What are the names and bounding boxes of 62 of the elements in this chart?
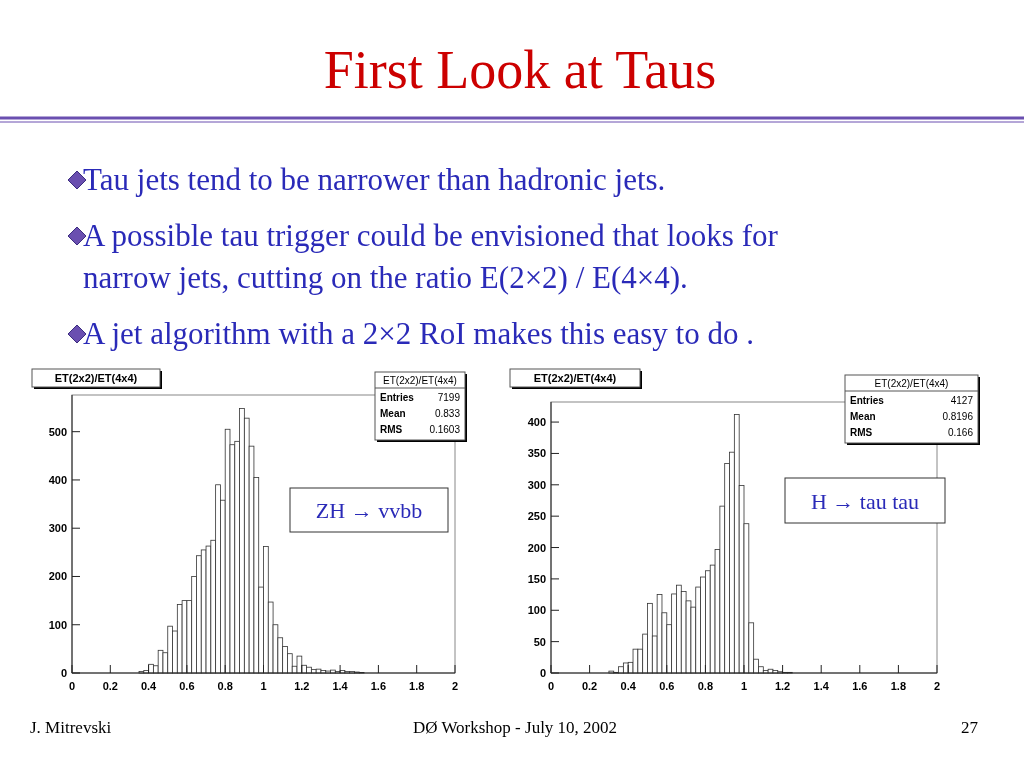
y-tick-label: 150 [527, 572, 546, 585]
y-tick-label: 350 [527, 447, 546, 460]
chart-title: ET(2x2)/ET(4x4) [533, 372, 617, 384]
x-tick-label: 1.2 [774, 680, 791, 692]
y-tick-label: 500 [48, 425, 67, 438]
y-tick-label: 400 [527, 416, 546, 429]
y-tick-label: 0 [60, 667, 67, 679]
text: First Look at Taus [323, 40, 717, 100]
annotation: RMS [380, 424, 403, 435]
y-tick-label: 100 [527, 604, 546, 617]
y-tick-label: 100 [48, 618, 67, 631]
annotation: 0.1603 [429, 424, 461, 435]
y-tick-label: 0 [539, 667, 546, 679]
text: ET(2x2)/ET(4x4) [383, 375, 457, 386]
y-tick-label: 50 [533, 635, 546, 648]
annotation: RMS [850, 427, 873, 438]
annotation: H → tau tau [810, 488, 920, 514]
x-tick-label: 0.2 [581, 680, 598, 692]
x-tick-label: 1.2 [294, 680, 310, 692]
text: J. Mitrevski [30, 718, 112, 737]
x-tick-label: 1 [740, 680, 748, 692]
x-tick-label: 1.4 [332, 680, 349, 692]
x-tick-label: 0 [547, 680, 555, 692]
x-tick-label: 0.6 [179, 680, 195, 692]
text: 27 [961, 718, 979, 737]
x-tick-label: 1.6 [370, 680, 387, 692]
annotation: 7199 [437, 392, 461, 403]
x-tick-label: 1 [260, 680, 267, 692]
y-tick-label: 250 [527, 510, 546, 523]
y-tick-label: 300 [527, 478, 546, 491]
x-tick-label: 1.8 [890, 680, 907, 692]
x-tick-label: 2 [933, 680, 941, 692]
annotation: Mean [380, 408, 406, 419]
x-tick-label: 1.8 [409, 680, 425, 692]
chart-title: ET(2x2)/ET(4x4) [54, 372, 138, 384]
text: A possible tau trigger could be envisioned that looks for narrow jets, cutting on the ratio E(2×2) / E(4×4). [83, 218, 779, 295]
x-tick-label: 0 [68, 680, 76, 692]
x-tick-label: 0.8 [217, 680, 233, 692]
annotation: Mean [850, 411, 876, 422]
text: 0.8196 [942, 411, 974, 422]
y-tick-label: 200 [48, 570, 67, 583]
x-tick-label: 0.4 [140, 680, 158, 692]
x-tick-label: 1.4 [813, 680, 830, 692]
x-tick-label: 2 [451, 680, 459, 692]
x-tick-label: 0.2 [102, 680, 118, 692]
annotation: ZH → vvbb [315, 498, 423, 523]
y-tick-label: 400 [48, 473, 67, 486]
y-tick-label: 300 [48, 522, 67, 535]
text: Tau jets tend to be narrower than hadronic jets. [83, 162, 666, 197]
annotation: Entries [850, 395, 885, 406]
x-tick-label: 0.8 [697, 680, 714, 692]
text: ET(2x2)/ET(4x4) [874, 378, 949, 389]
annotation: Entries [380, 392, 415, 403]
x-tick-label: 0.6 [659, 680, 675, 692]
y-tick-label: 200 [527, 541, 546, 554]
text: 4127 [950, 395, 974, 406]
x-tick-label: 1.6 [852, 680, 868, 692]
text: DØ Workshop - July 10, 2002 [412, 718, 618, 737]
text: 0.166 [947, 427, 974, 438]
annotation: 0.833 [434, 408, 461, 419]
x-tick-label: 0.4 [620, 680, 637, 692]
text: A jet algorithm with a 2×2 RoI makes this easy to do . [83, 316, 754, 351]
